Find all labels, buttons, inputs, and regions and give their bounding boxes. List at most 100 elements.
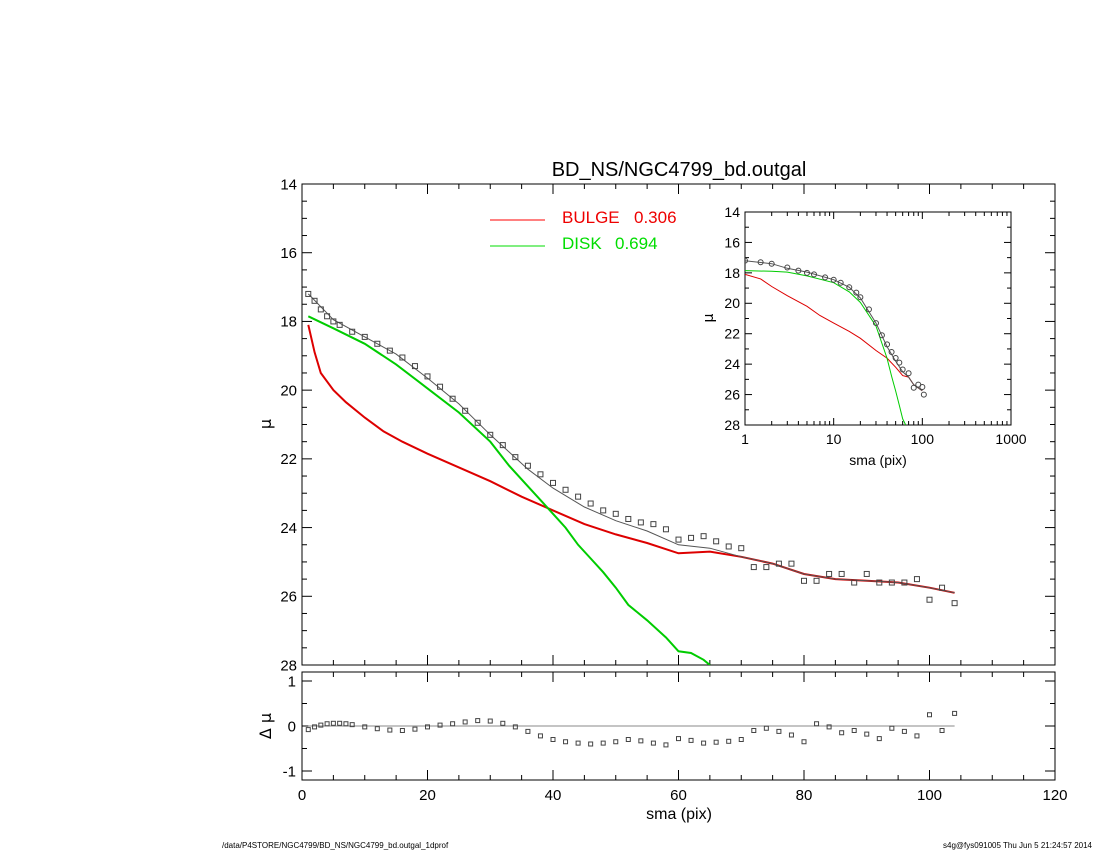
residual-x-axis-label: sma (pix) [646, 806, 712, 823]
inset-x-axis-label: sma (pix) [849, 452, 907, 468]
inset-data-point [905, 370, 912, 377]
residual-data-point [763, 725, 769, 731]
residual-data-point [425, 724, 430, 730]
inset-data-point [899, 366, 906, 373]
residual-y-tick-label: 1 [288, 673, 296, 690]
main-data-point [826, 570, 833, 577]
inset-data-point [888, 348, 895, 355]
residual-data-point [927, 712, 932, 718]
inset-data-point [846, 284, 853, 291]
main-data-point [462, 407, 469, 414]
residual-data-point [563, 739, 569, 745]
residual-x-tick-label: 100 [917, 787, 942, 804]
residual-data-point [688, 737, 694, 743]
residual-data-point [826, 724, 832, 730]
inset-plot-axes: 14 16 18 20 22 24 26 281 10 100 1000 [724, 204, 1026, 447]
legend-disk-value: 0.694 [615, 234, 658, 253]
residual-x-tick-label: 0 [298, 787, 306, 804]
residual-data-point [839, 730, 845, 736]
residual-data-point [776, 728, 782, 734]
residual-data-point [324, 721, 330, 727]
main-data-point [336, 321, 343, 328]
inset-y-tick-label: 18 [724, 265, 740, 281]
main-data-point [449, 395, 456, 402]
inset-data-point [822, 274, 829, 281]
residual-data-point [801, 739, 807, 745]
main-data-point [851, 579, 858, 586]
main-data-point [562, 486, 569, 493]
inset-data-point [857, 294, 864, 301]
inset-y-axis-label: μ [701, 313, 717, 322]
inset-data-point [865, 306, 872, 313]
residual-data-point [475, 718, 481, 724]
main-data-point [487, 431, 494, 438]
inset-data-point [878, 332, 885, 339]
residual-data-point [387, 727, 393, 733]
residual-data-point [337, 720, 343, 726]
main-data-point [951, 600, 958, 607]
main-plot-axes: 14 16 18 20 22 24 26 28 [280, 176, 1056, 674]
main-data-point [374, 340, 381, 347]
inset-x-tick-label: 1000 [995, 431, 1026, 447]
main-y-axis-label: μ [256, 419, 275, 429]
main-data-point [926, 596, 933, 603]
residual-data-point [343, 721, 349, 727]
main-data-point [725, 543, 732, 550]
residual-data-point [650, 740, 656, 746]
residual-data-point [814, 721, 820, 727]
chart-title: BD_NS/NGC4799_bd.outgal [552, 159, 807, 181]
main-data-point [537, 471, 544, 478]
residual-data-point [713, 739, 719, 745]
residual-data-point [663, 742, 669, 748]
residual-data-point [362, 724, 368, 730]
inset-y-tick-label: 20 [724, 295, 740, 311]
main-data-point [913, 576, 920, 583]
inset-x-tick-label: 1 [741, 431, 749, 447]
main-y-tick-label: 16 [280, 245, 297, 262]
main-data-point [675, 536, 682, 543]
residual-data-point [638, 738, 644, 744]
main-data-point [386, 347, 393, 354]
residual-data-point [613, 739, 619, 745]
inset-data-point [768, 260, 775, 267]
inset-series-line-bulge [745, 273, 923, 392]
inset-x-tick-label: 10 [826, 431, 842, 447]
main-y-tick-label: 26 [280, 589, 297, 606]
residual-data-point [330, 720, 336, 726]
footer-path: /data/P4STORE/NGC4799/BD_NS/NGC4799_bd.o… [222, 841, 449, 850]
residual-data-point [525, 728, 531, 734]
inset-series-line-model-2 [745, 260, 923, 392]
inset-series-line-disk [745, 270, 907, 425]
main-data-point [863, 570, 870, 577]
main-data-point [437, 383, 444, 390]
residual-data-point [889, 725, 895, 731]
main-data-point [575, 493, 582, 500]
inset-data-point [884, 341, 891, 348]
residual-x-tick-label: 20 [419, 787, 436, 804]
main-series-line-model-2 [307, 293, 955, 594]
inset-y-tick-label: 16 [724, 234, 740, 250]
residual-data-point [462, 719, 468, 725]
inset-data-point [853, 289, 860, 296]
inset-x-tick-label: 100 [911, 431, 935, 447]
residual-series-group [305, 710, 958, 748]
residual-data-point [512, 724, 518, 730]
residual-data-point [450, 721, 456, 727]
main-data-point [713, 538, 720, 545]
inset-data-point [837, 279, 844, 286]
main-data-point [650, 521, 657, 528]
main-data-point [550, 479, 556, 486]
main-data-point [876, 579, 883, 586]
residual-y-tick-label: 0 [288, 718, 296, 735]
main-data-point [330, 318, 337, 325]
main-y-tick-label: 18 [280, 314, 297, 331]
inset-data-point [803, 269, 810, 276]
residual-x-tick-label: 40 [545, 787, 562, 804]
main-data-point [587, 500, 594, 507]
main-data-point [311, 297, 318, 304]
residual-data-point [399, 728, 405, 733]
residual-data-point [851, 728, 857, 733]
inset-data-point [745, 257, 748, 264]
main-data-point [763, 564, 770, 571]
